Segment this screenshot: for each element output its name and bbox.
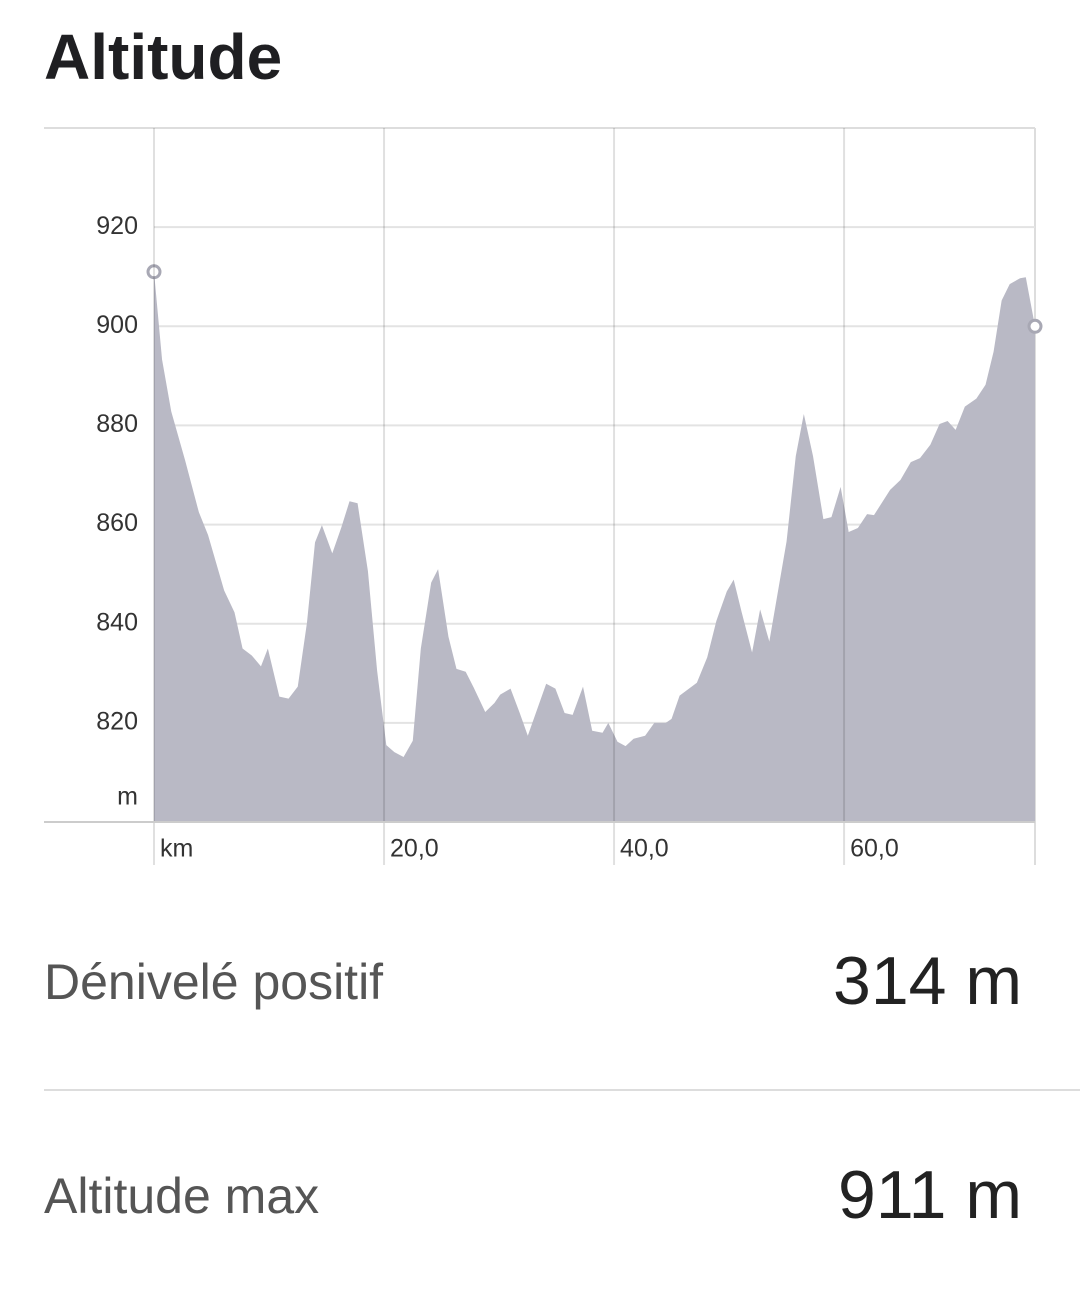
y-tick-label: 860: [96, 509, 138, 537]
x-tick-label: km: [160, 835, 193, 863]
endpoint-marker: [1027, 318, 1043, 334]
y-tick-label: 820: [96, 707, 138, 735]
x-tick-label: 20,0: [390, 835, 439, 863]
y-tick-label: 900: [96, 311, 138, 339]
y-tick-label: 920: [96, 212, 138, 240]
chart: m 820 840 860 880 900 920 km 20,0 40,0 60,0: [96, 128, 1043, 865]
y-tick-label: m: [117, 783, 138, 811]
page-title: Altitude: [44, 21, 282, 93]
stat-label: Altitude max: [44, 1168, 319, 1224]
y-tick-label: 840: [96, 608, 138, 636]
area: [154, 271, 1035, 822]
x-tick-label: 40,0: [620, 835, 669, 863]
endpoint-marker: [146, 264, 162, 280]
y-tick-label: 880: [96, 410, 138, 438]
stat-value: 314 m: [833, 943, 1022, 1019]
stat-label: Dénivelé positif: [44, 954, 383, 1010]
x-tick-label: 60,0: [850, 835, 899, 863]
stat-value: 911 m: [838, 1157, 1022, 1233]
